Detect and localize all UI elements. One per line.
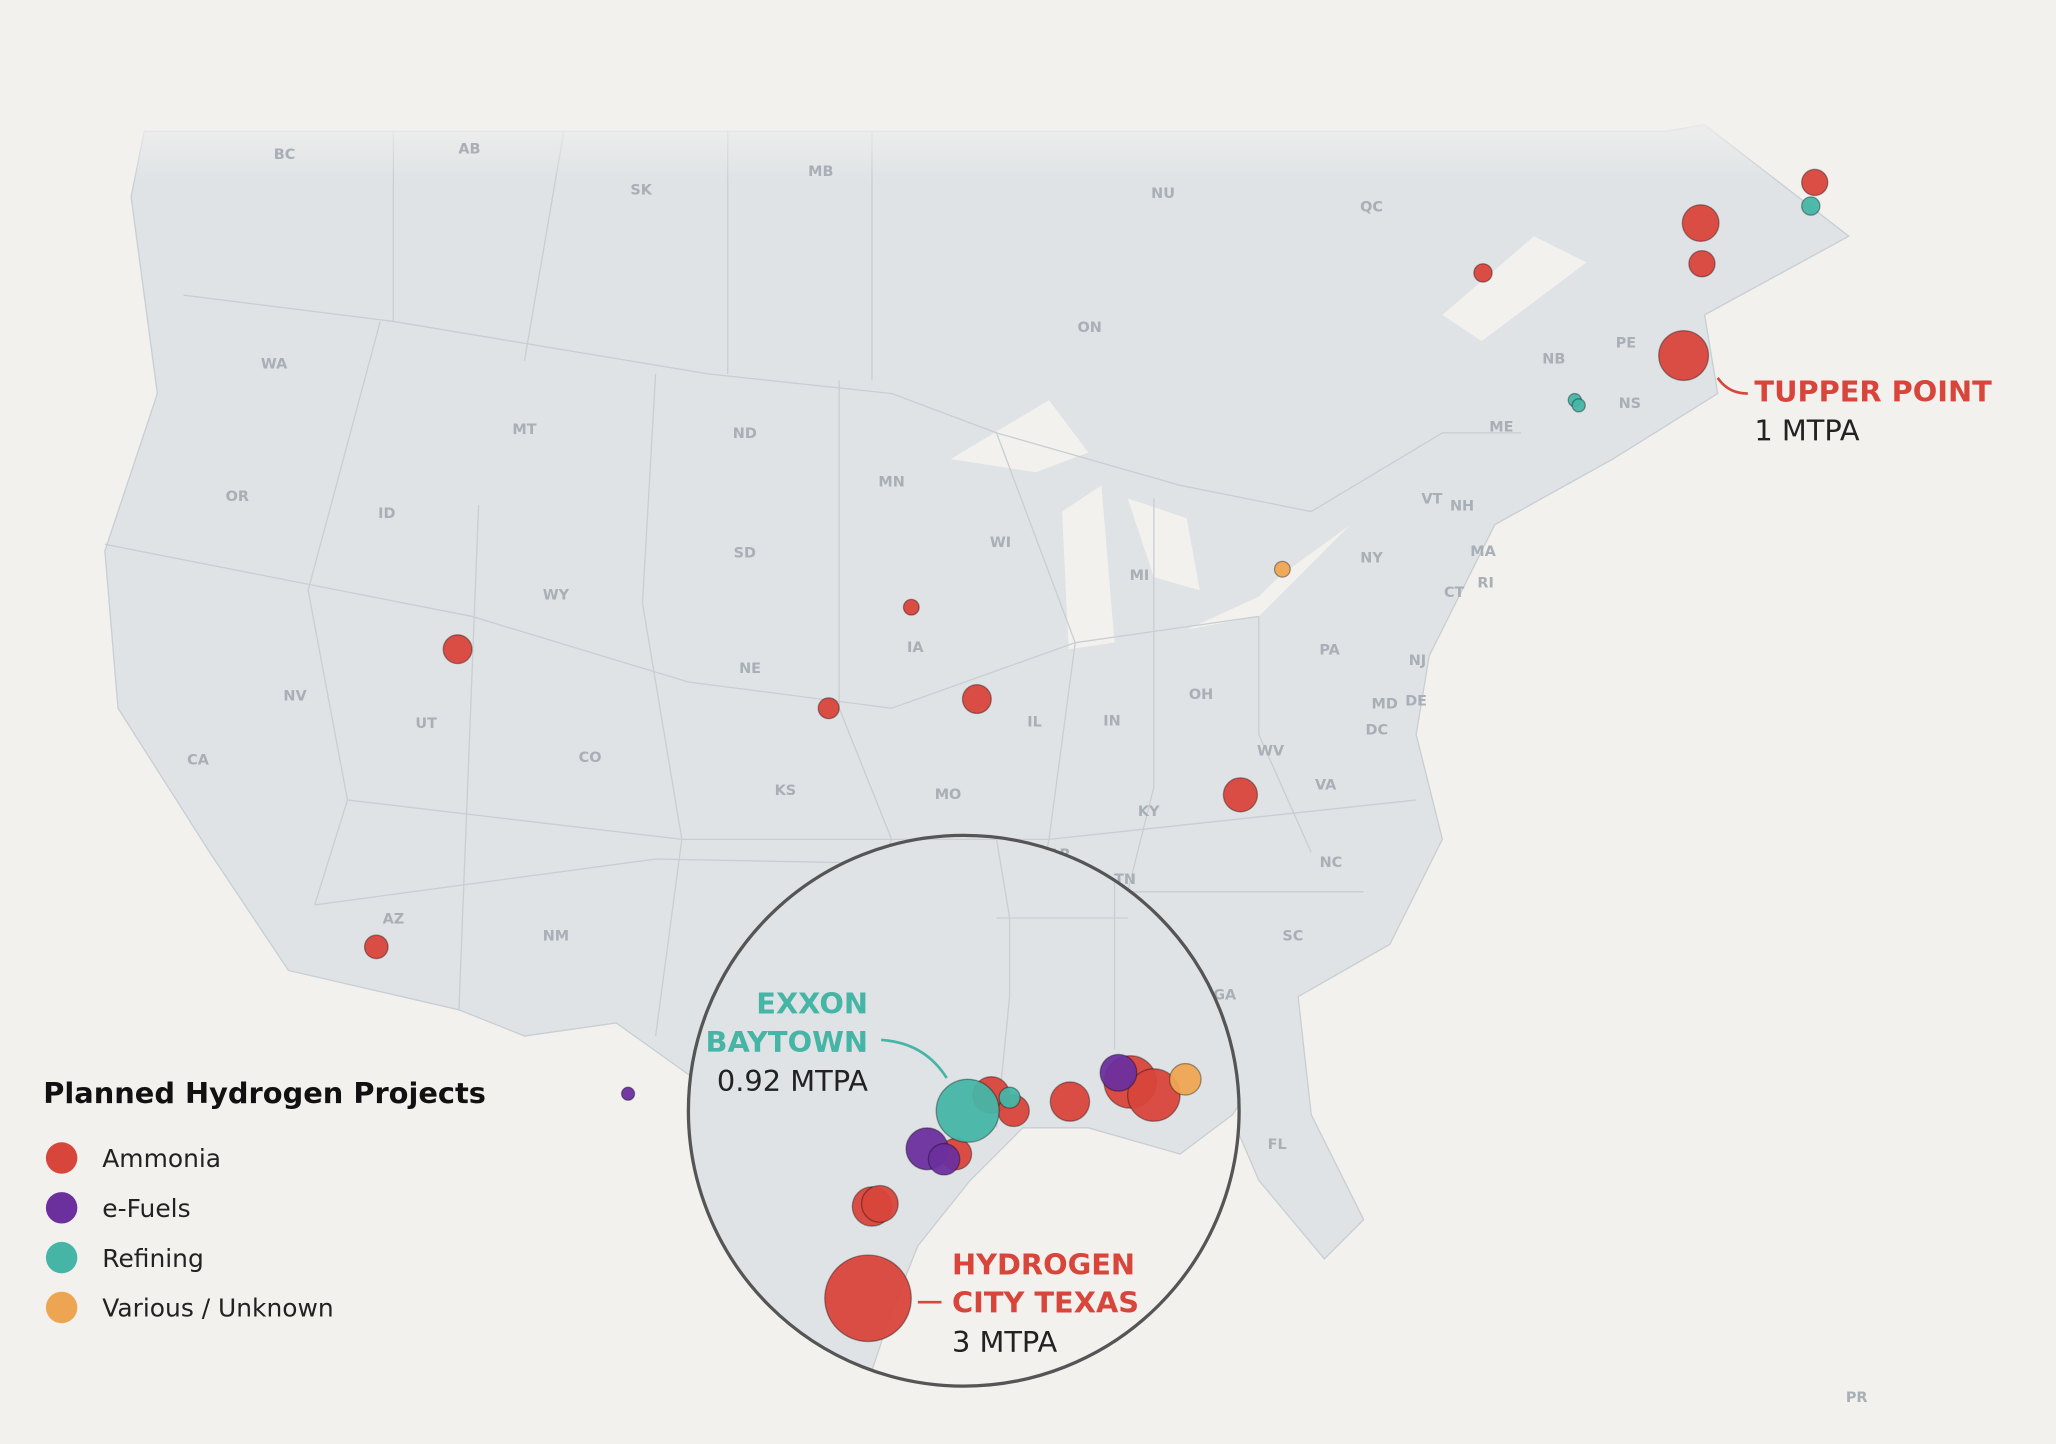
project-bubble xyxy=(1473,263,1493,283)
region-label: WV xyxy=(1257,744,1285,760)
region-label: IN xyxy=(1103,713,1120,729)
callout-name: HYDROGEN xyxy=(952,1248,1135,1282)
region-label: QC xyxy=(1360,199,1383,215)
project-bubble xyxy=(1800,196,1821,216)
project-bubble xyxy=(998,1086,1021,1109)
project-bubble xyxy=(1800,168,1829,197)
project-bubble xyxy=(1688,249,1716,278)
callout-capacity: 3 MTPA xyxy=(952,1325,1058,1359)
region-label: WY xyxy=(543,587,570,603)
project-bubble xyxy=(824,1254,912,1343)
callout-lines xyxy=(881,377,1748,1304)
region-label: CO xyxy=(579,750,602,766)
region-label: MD xyxy=(1372,696,1398,712)
region-label: NC xyxy=(1320,855,1343,871)
project-bubble xyxy=(1658,329,1710,382)
project-bubble xyxy=(1049,1081,1091,1122)
top-fade xyxy=(0,105,2056,184)
region-label: UT xyxy=(415,716,437,732)
region-label: SC xyxy=(1282,928,1303,944)
lakes xyxy=(950,236,1587,650)
project-bubble xyxy=(620,1086,636,1101)
region-label: MN xyxy=(878,475,904,491)
region-label: FL xyxy=(1268,1137,1287,1153)
project-bubble xyxy=(1099,1053,1138,1092)
region-label: OR xyxy=(226,489,249,505)
legend-label: Refining xyxy=(102,1244,204,1273)
region-label: SK xyxy=(630,182,652,198)
region-label: OH xyxy=(1189,687,1213,703)
callout-name: CITY TEXAS xyxy=(952,1286,1139,1320)
callout-name: TUPPER POINT xyxy=(1754,374,1992,408)
region-label: NH xyxy=(1450,498,1474,514)
region-label: BC xyxy=(274,147,296,163)
region-label: NV xyxy=(283,688,307,704)
project-bubble xyxy=(1126,1068,1181,1122)
project-bubble xyxy=(902,598,920,616)
region-label: VT xyxy=(1421,492,1442,508)
region-label: ON xyxy=(1077,320,1101,336)
region-label: SD xyxy=(734,546,756,562)
legend-title: Planned Hydrogen Projects xyxy=(43,1076,486,1110)
project-bubble xyxy=(1168,1062,1202,1096)
project-bubble xyxy=(363,934,389,960)
callout-name: EXXON xyxy=(756,987,868,1021)
legend-label: e-Fuels xyxy=(102,1194,190,1223)
region-label: AB xyxy=(458,142,480,158)
region-label: ND xyxy=(733,426,757,442)
project-bubble xyxy=(860,1184,899,1223)
region-label: PR xyxy=(1846,1390,1868,1406)
callout-name: BAYTOWN xyxy=(706,1025,869,1059)
callout-capacity: 0.92 MTPA xyxy=(717,1064,868,1098)
region-label: CA xyxy=(187,753,210,769)
project-bubble xyxy=(935,1078,1000,1143)
region-label: NM xyxy=(543,928,569,944)
region-label: NY xyxy=(1360,551,1383,567)
region-label: ME xyxy=(1489,420,1513,436)
inset-frame xyxy=(686,833,1241,1388)
region-label: KS xyxy=(775,783,797,799)
region-label: WI xyxy=(990,535,1011,551)
region-label: MO xyxy=(935,787,962,803)
legend-swatch xyxy=(45,1241,78,1274)
project-bubble xyxy=(1273,560,1291,578)
region-label: NS xyxy=(1619,396,1641,412)
region-label: MA xyxy=(1470,544,1496,560)
project-bubble xyxy=(1222,777,1259,813)
region-label: NB xyxy=(1542,351,1565,367)
legend-swatch xyxy=(45,1192,78,1224)
region-label: RI xyxy=(1477,576,1493,592)
legend-swatch xyxy=(45,1142,78,1174)
region-label: ID xyxy=(378,506,395,522)
region-label: PE xyxy=(1616,336,1636,352)
project-bubble xyxy=(1571,398,1586,413)
region-label: KY xyxy=(1138,804,1160,820)
region-label: MI xyxy=(1130,568,1150,584)
region-label: AZ xyxy=(383,911,405,927)
region-label: IL xyxy=(1027,715,1042,731)
legend-label: Various / Unknown xyxy=(102,1294,333,1323)
region-label: MT xyxy=(512,422,536,438)
region-label: VA xyxy=(1315,778,1337,794)
region-label: NJ xyxy=(1409,653,1426,669)
region-label: WA xyxy=(261,357,288,373)
region-label: CT xyxy=(1444,585,1465,601)
project-bubble xyxy=(1681,204,1720,243)
region-label: DE xyxy=(1405,694,1427,710)
region-label: IA xyxy=(907,640,924,656)
project-bubble xyxy=(442,634,473,665)
project-bubble xyxy=(961,683,992,715)
region-label: DC xyxy=(1366,723,1389,739)
legend-label: Ammonia xyxy=(102,1144,221,1173)
region-label: PA xyxy=(1319,643,1340,659)
legend-swatch xyxy=(45,1291,78,1324)
region-label: NU xyxy=(1151,186,1175,202)
project-bubble xyxy=(817,697,840,720)
callout-capacity: 1 MTPA xyxy=(1754,414,1860,448)
region-label: GA xyxy=(1213,987,1237,1003)
project-bubble xyxy=(927,1142,961,1176)
region-label: NE xyxy=(739,661,761,677)
region-label: MB xyxy=(808,164,833,180)
